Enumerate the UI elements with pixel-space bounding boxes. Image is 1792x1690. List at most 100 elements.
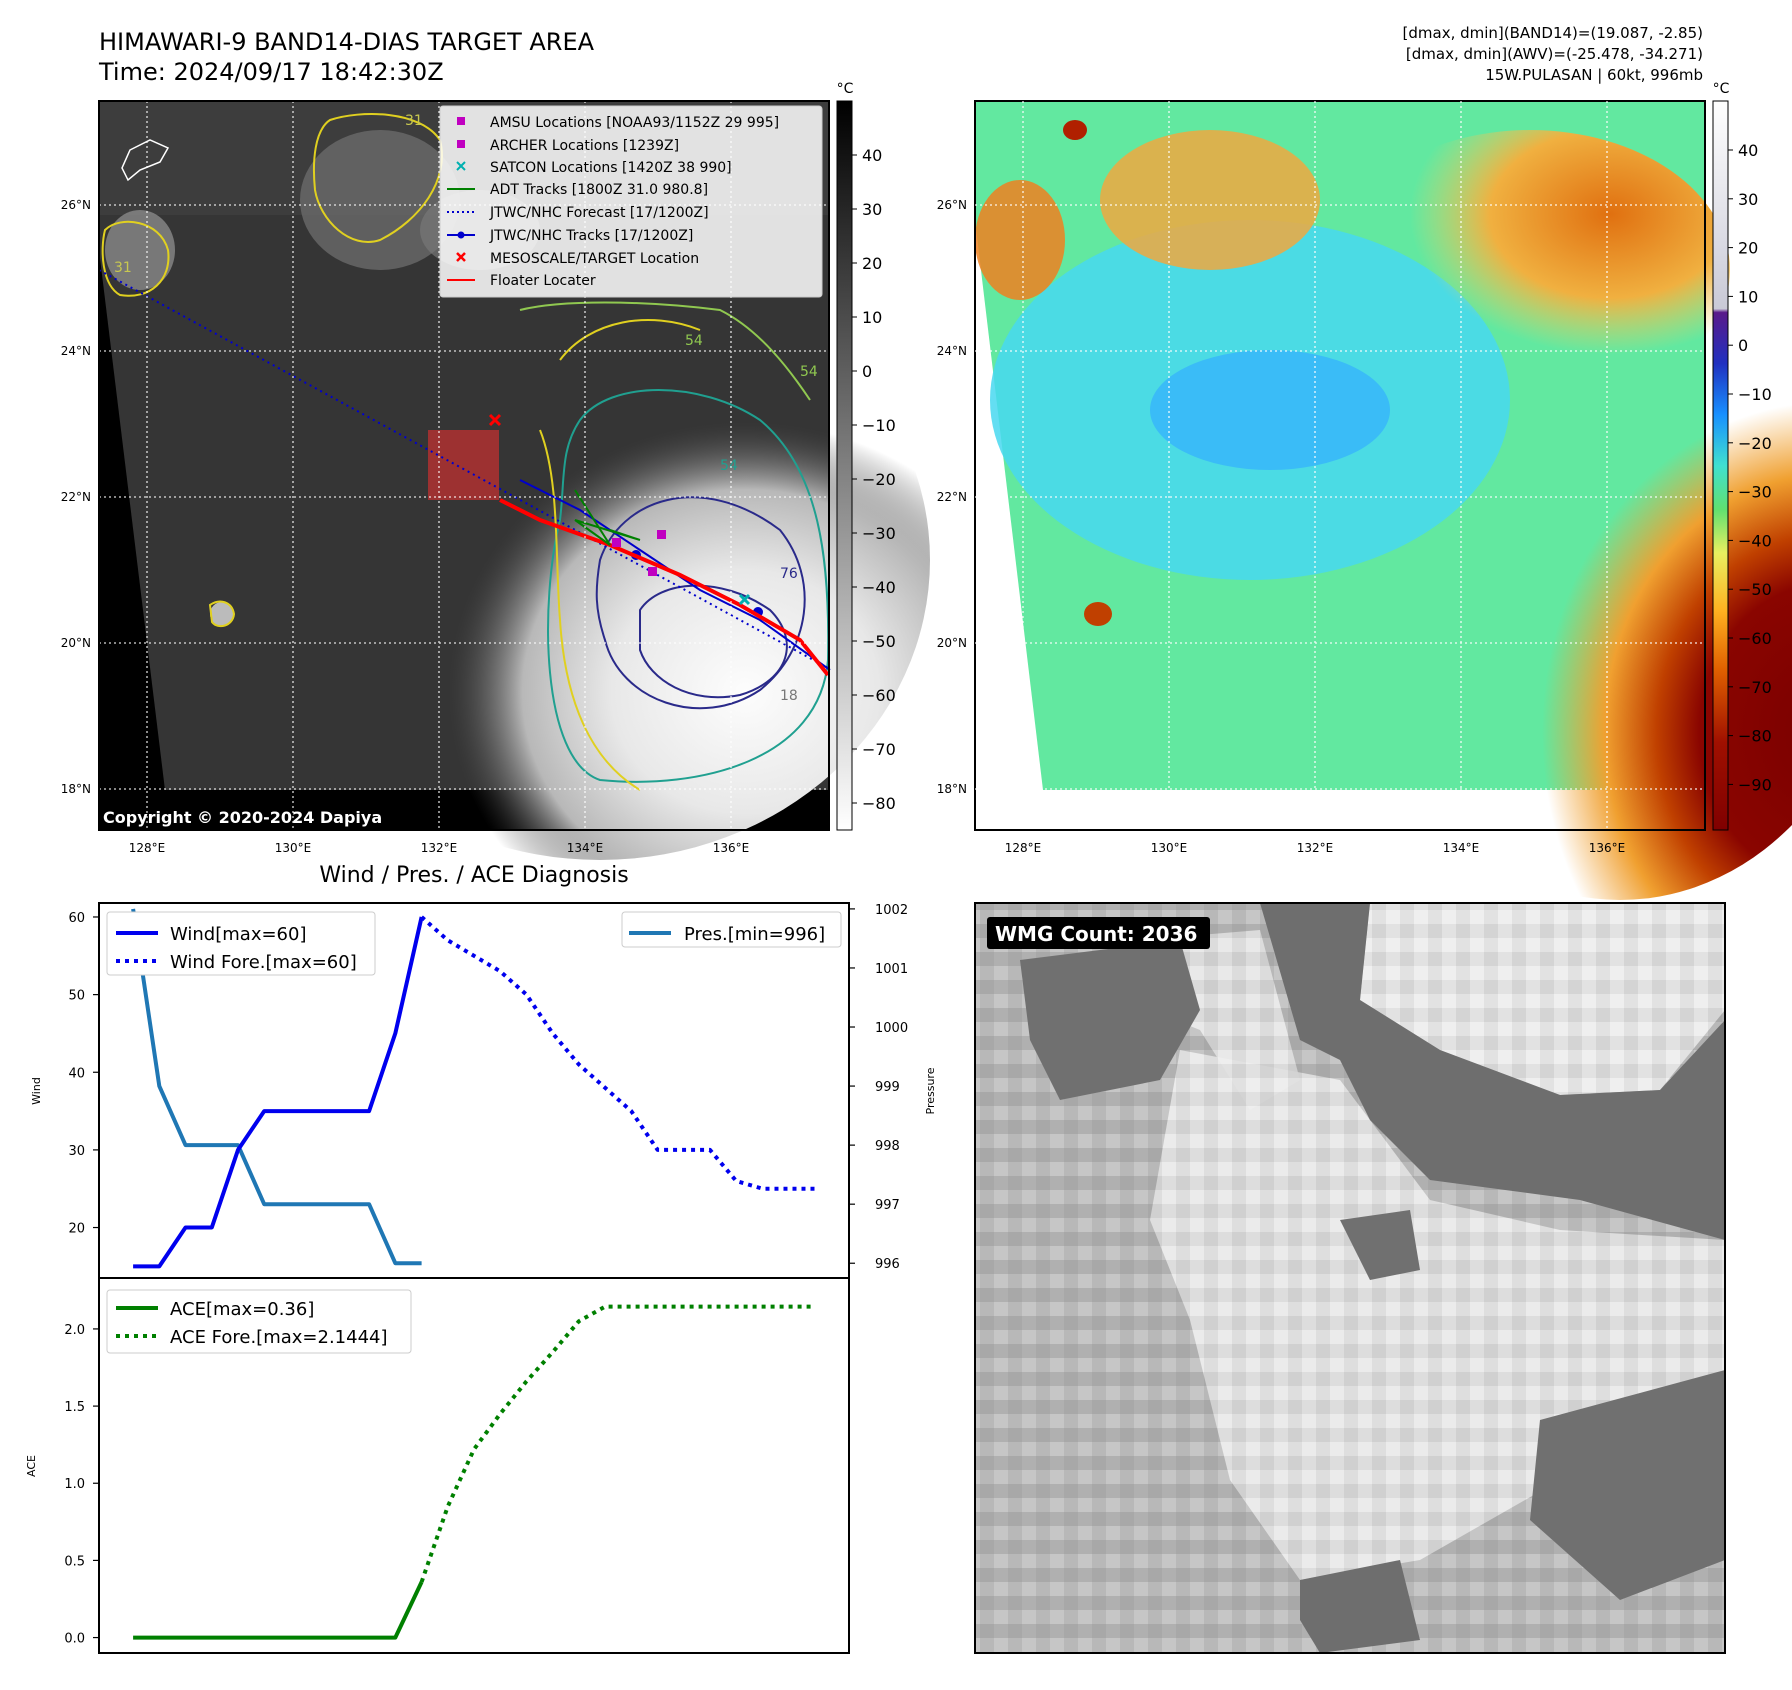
colorbar-tick-label: 30	[1738, 190, 1758, 209]
ace-series-line	[133, 1581, 424, 1640]
legend-item: SATCON Locations [1420Z 38 990]	[490, 160, 732, 176]
pressure-axis-ticks: 1002 1001 1000 999 998 997 996	[849, 903, 908, 1272]
axis-tick-label: 1000	[875, 1021, 908, 1036]
latitude-tick-label: 22°N	[61, 490, 91, 504]
contour-green	[519, 301, 811, 401]
latitude-tick-label: 18°N	[937, 782, 967, 796]
axis-tick-label: 997	[875, 1198, 900, 1213]
cloud-cluster-west	[105, 210, 175, 290]
axis-tick-label: 0.0	[64, 1632, 85, 1647]
color-colorbar-ticks: 40 30 20 10 0 −10 −20 −30 −40 −50 −60 −70 −80 −90	[1728, 141, 1772, 794]
adt-track	[574, 489, 641, 546]
colorbar-tick-label: −80	[1738, 727, 1772, 746]
archer-location-marker	[648, 567, 657, 576]
latitude-tick-label: 20°N	[937, 636, 967, 650]
storm-cold-tops	[1360, 300, 1792, 900]
axis-tick-label: 1002	[875, 903, 908, 918]
axis-tick-label: 20	[68, 1222, 85, 1237]
colorbar-tick-label: −10	[862, 416, 896, 435]
longitude-tick-label: 134°E	[1443, 841, 1480, 855]
legend-item: Wind Fore.[max=60]	[170, 952, 357, 973]
colorbar-tick-label: 10	[862, 308, 882, 327]
colorbar-tick-label: −50	[1738, 580, 1772, 599]
ir-map-frame	[98, 100, 830, 831]
ace-axis-ticks: 2.0 1.5 1.0 0.5 0.0	[64, 1323, 99, 1647]
legend-item: ADT Tracks [1800Z 31.0 980.8]	[490, 182, 708, 198]
colorbar-tick-label: −70	[862, 740, 896, 759]
cloud-cluster-north	[300, 130, 460, 270]
ace-forecast-series-line	[419, 1304, 815, 1583]
longitude-tick-label: 136°E	[713, 841, 750, 855]
contour-label: 76	[780, 566, 798, 582]
latitude-tick-label: 26°N	[61, 198, 91, 212]
wmg-count-badge	[987, 917, 1210, 949]
colorbar-tick-label: 20	[1738, 239, 1758, 258]
colorbar-tick-label: 30	[862, 200, 882, 219]
info-storm-summary: 15W.PULASAN | 60kt, 996mb	[1485, 66, 1703, 84]
amsu-location-marker	[612, 538, 621, 547]
coastline-okinawa	[121, 139, 170, 182]
small-cloud-cell	[210, 602, 234, 626]
dry-slot	[1150, 350, 1390, 470]
wmg-panel: WMG Count: 2036	[974, 902, 1726, 1654]
colorbar-tick-label: −40	[862, 578, 896, 597]
legend-marker-x	[456, 252, 466, 262]
floater-locater-track	[499, 498, 830, 677]
cloud-cluster-north	[1100, 130, 1320, 270]
colorbar-tick-label: −60	[1738, 629, 1772, 648]
ir-map-panel: 31 31 54 54 54 76 18 Copyright © 20	[98, 81, 930, 860]
ir-colorbar	[836, 100, 853, 831]
legend-box	[106, 1289, 412, 1354]
axis-tick-label: 40	[68, 1066, 85, 1081]
color-colorbar-unit: °C	[1713, 81, 1730, 97]
ir-map-legend: AMSU Locations [NOAA93/1152Z 29 995] ARC…	[439, 105, 823, 298]
longitude-tick-label: 130°E	[1151, 841, 1188, 855]
archer-location-marker	[657, 530, 666, 539]
colorbar-tick-label: 0	[1738, 336, 1748, 355]
legend-marker-square	[457, 140, 465, 148]
colorbar-tick-label: −30	[862, 524, 896, 543]
colorbar-tick-label: −50	[862, 632, 896, 651]
pressure-legend: Pres.[min=996]	[621, 911, 842, 948]
timestamp: Time: 2024/09/17 18:42:30Z	[98, 58, 444, 86]
axis-tick-label: 50	[68, 989, 85, 1004]
contour-yellow-edge	[539, 319, 701, 791]
colorbar-tick-label: −60	[862, 686, 896, 705]
colorbar-tick-label: −40	[1738, 531, 1772, 550]
copyright-text: Copyright © 2020-2024 Dapiya	[103, 808, 382, 827]
info-band14-range: [dmax, dmin](BAND14)=(19.087, -2.85)	[1403, 24, 1703, 42]
legend-marker-square	[457, 117, 465, 125]
longitude-tick-label: 132°E	[1297, 841, 1334, 855]
legend-box	[621, 911, 842, 948]
legend-box	[439, 105, 823, 298]
legend-box	[106, 911, 376, 976]
axis-tick-label: 1001	[875, 962, 908, 977]
latitude-tick-label: 24°N	[937, 344, 967, 358]
color-colorbar	[1712, 100, 1729, 831]
ace-legend: ACE[max=0.36] ACE Fore.[max=2.1444]	[106, 1289, 412, 1354]
latitude-tick-label: 18°N	[61, 782, 91, 796]
legend-item: ARCHER Locations [1239Z]	[490, 138, 679, 154]
diagnosis-panel: Wind / Pres. / ACE Diagnosis Wind Pressu…	[25, 863, 937, 1654]
pressure-series-line	[131, 908, 422, 1266]
contour-label: 31	[114, 260, 132, 276]
colorbar-tick-label: −80	[862, 794, 896, 813]
legend-item: JTWC/NHC Forecast [17/1200Z]	[489, 205, 709, 221]
legend-item: MESOSCALE/TARGET Location	[490, 251, 699, 267]
info-awv-range: [dmax, dmin](AWV)=(-25.478, -34.271)	[1406, 45, 1703, 63]
colorbar-tick-label: 10	[1738, 287, 1758, 306]
legend-marker-dot	[457, 231, 465, 239]
axis-tick-label: 30	[68, 1144, 85, 1159]
contour-label: 54	[720, 458, 738, 474]
wmg-dark-band	[1260, 903, 1725, 1240]
wmg-dark-patch	[1020, 940, 1200, 1100]
colorbar-tick-label: 40	[1738, 141, 1758, 160]
axis-tick-label: 1.5	[64, 1400, 85, 1415]
contour-yellow-north	[312, 113, 443, 243]
axis-tick-label: 996	[875, 1257, 900, 1272]
wmg-bright-region-north	[1360, 903, 1725, 1095]
map-axis-labels: 128°E 130°E 132°E 134°E 136°E 26°N 24°N 22°N 20°…	[61, 198, 1626, 855]
small-cloud-cell	[1063, 120, 1087, 140]
legend-item: Pres.[min=996]	[684, 924, 825, 945]
